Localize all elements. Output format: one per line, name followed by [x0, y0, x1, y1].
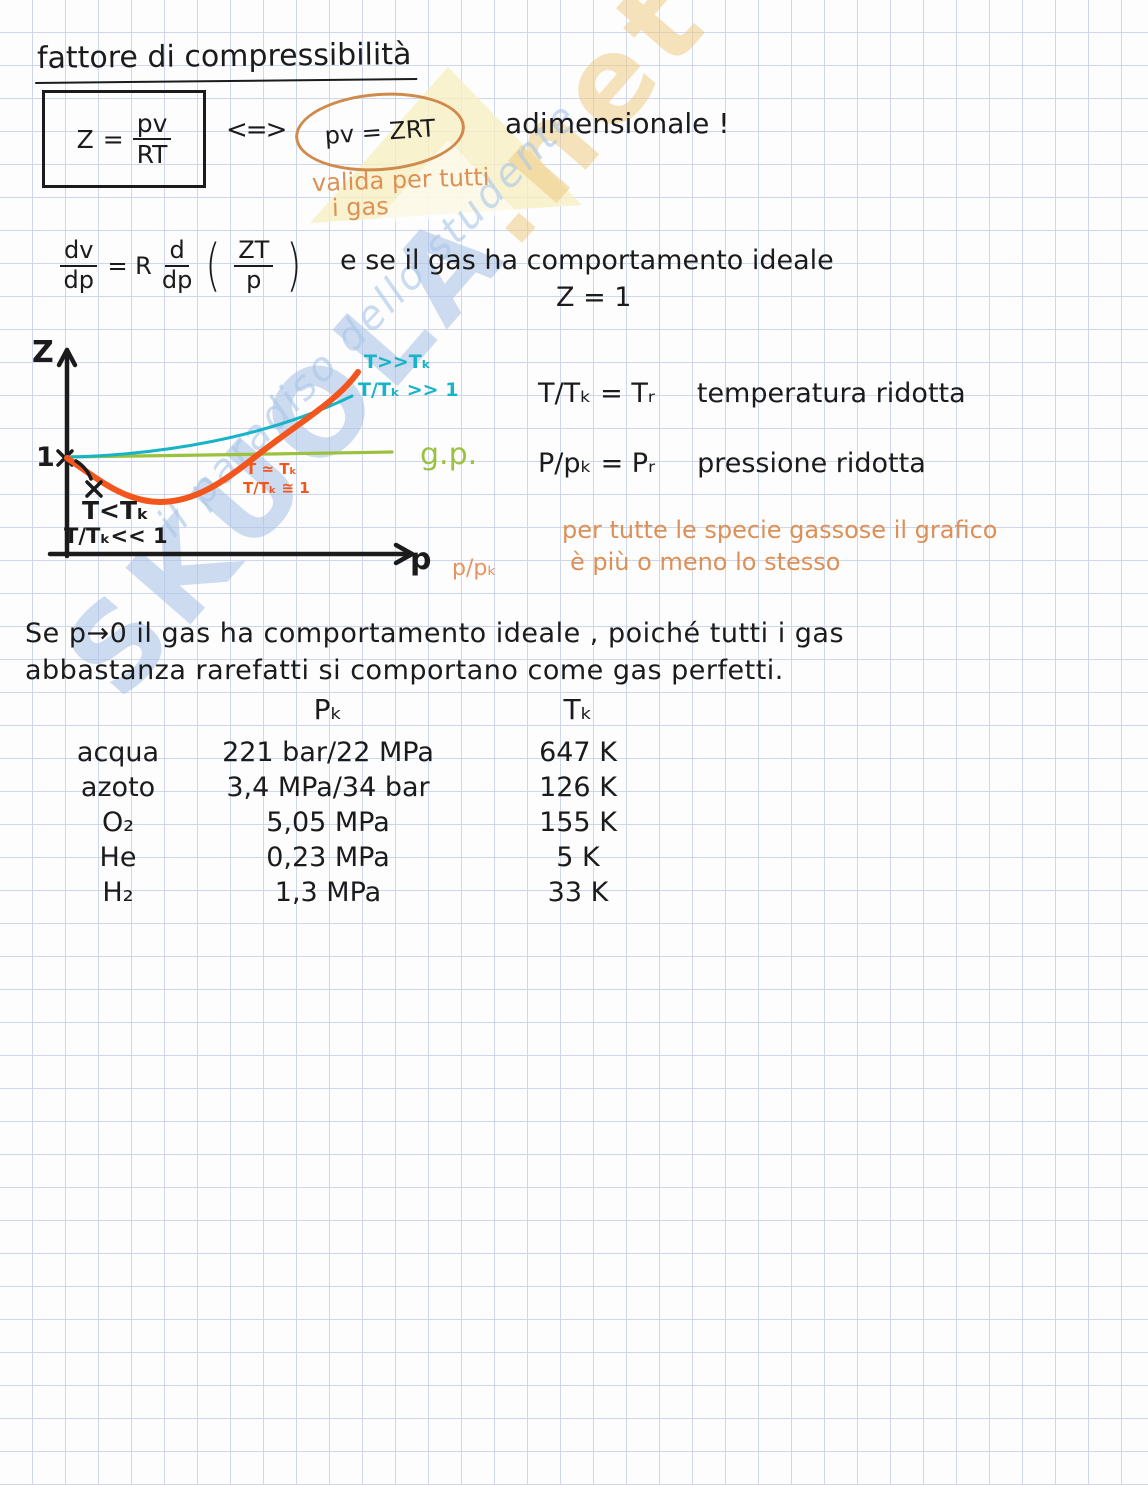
perfect-gas-label: g.p. — [420, 437, 478, 472]
x-axis-arrow — [393, 542, 415, 566]
reduced-temp-text: temperatura ridotta — [696, 378, 966, 409]
left-paren: ( — [205, 232, 221, 298]
dv-dp-fraction: dv dp — [60, 237, 98, 294]
d-dp-fraction: d dp — [161, 236, 193, 294]
high-temp-curve — [65, 394, 354, 459]
watermark-logo-shape — [310, 67, 582, 223]
page-title: fattore di compressibilità — [34, 37, 418, 84]
paragraph-line1: Se p→0 il gas ha comportamento ideale , … — [25, 618, 845, 649]
graph-y-label: Z — [32, 335, 54, 370]
formula-fraction: pv RT — [132, 110, 172, 168]
y-axis-arrow — [56, 347, 78, 368]
reduced-temperature-def: T/Tₖ = Tᵣ temperatura ridotta — [538, 378, 966, 409]
black-curve-label1: T<Tₖ — [82, 496, 150, 525]
orange-curve-label1: T ≃ Tₖ — [246, 460, 297, 478]
table-row-tk: 155 K — [539, 807, 617, 838]
zt-p-fraction: ZT p — [234, 237, 274, 294]
formula-lhs: Z — [76, 124, 94, 154]
deriv-eq: = R — [107, 251, 152, 280]
table-row-name: O₂ — [101, 807, 135, 838]
z-equals-one: Z = 1 — [556, 282, 632, 313]
derivative-formula: dv dp = R d dp ( ZT p ) — [60, 232, 305, 298]
table-row-name: acqua — [76, 737, 160, 768]
cyan-curve-label1: T>>Tₖ — [364, 351, 432, 373]
table-row-name: H₂ — [102, 877, 134, 908]
orange-note-line2: è più o meno lo stesso — [570, 548, 841, 576]
orange-note-line1: per tutte le specie gassose il grafico — [562, 516, 998, 544]
adimensional-note: adimensionale ! — [505, 107, 730, 140]
compressibility-formula-box: Z = pv RT — [42, 90, 206, 188]
compressibility-sketch-graph — [47, 347, 415, 566]
reduced-press-text: pressione ridotta — [697, 448, 926, 479]
graph-x-reduced-label: p/pₖ — [452, 556, 497, 581]
table-row-name: azoto — [80, 772, 156, 803]
reduced-temp-formula: T/Tₖ = Tᵣ — [538, 378, 655, 409]
table-row-tk: 647 K — [539, 737, 617, 768]
table-row-tk: 33 K — [547, 877, 609, 908]
graph-x-label: p — [410, 542, 432, 577]
paragraph-line2: abbastanza rarefatti si comportano come … — [25, 655, 784, 686]
table-row-tk: 126 K — [539, 772, 617, 803]
table-row-pk: 1,3 MPa — [274, 877, 382, 908]
ideal-gas-text: e se il gas ha comportamento ideale — [340, 245, 834, 276]
table-row-pk: 5,05 MPa — [266, 807, 390, 838]
critical-constants-table: Pₖ Tₖ acqua 221 bar/22 MPa 647 K azoto 3… — [58, 693, 678, 910]
table-row-name: He — [99, 842, 137, 873]
reduced-pressure-def: P/pₖ = Pᵣ pressione ridotta — [538, 448, 926, 479]
annotation-cross — [85, 480, 103, 498]
table-row-tk: 5 K — [556, 842, 600, 873]
annotation-arrow — [74, 459, 93, 481]
black-curve-label2: T/Tₖ<< 1 — [64, 524, 168, 548]
reduced-press-formula: P/pₖ = Pᵣ — [538, 448, 656, 479]
right-paren: ) — [286, 232, 302, 298]
orange-curve-label2: T/Tₖ ≅ 1 — [243, 479, 310, 497]
table-row-pk: 0,23 MPa — [266, 842, 390, 873]
table-row-pk: 3,4 MPa/34 bar — [226, 772, 430, 803]
table-header-pk: Pₖ — [313, 692, 343, 726]
table-corner-cell — [58, 693, 178, 743]
table-row-pk: 221 bar/22 MPa — [222, 737, 434, 768]
low-temp-curve — [64, 369, 361, 506]
formula-eq: = — [102, 124, 124, 154]
cyan-curve-label2: T/Tₖ >> 1 — [358, 379, 459, 401]
equivalence-symbol: <=> — [226, 115, 287, 145]
table-header-tk: Tₖ — [563, 692, 593, 726]
valida-note-line2: i gas — [331, 192, 390, 222]
graph-one-label: 1 — [36, 442, 55, 473]
